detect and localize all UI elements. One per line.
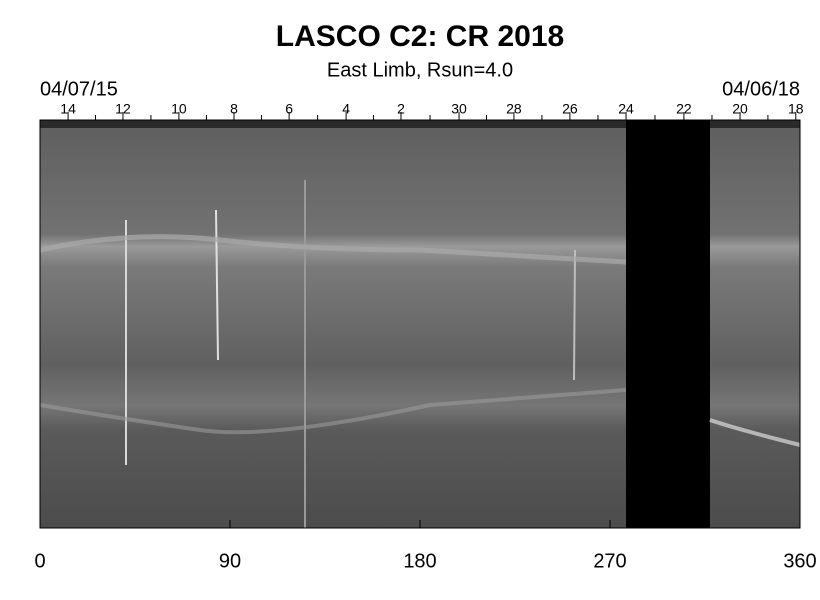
- top-tick-label: 12: [115, 101, 131, 117]
- x-tick-label: 360: [783, 550, 816, 572]
- top-tick-label: 10: [171, 101, 187, 117]
- top-tick-label: 4: [342, 101, 350, 117]
- top-tick-label: 26: [562, 101, 578, 117]
- chart-title: LASCO C2: CR 2018: [276, 20, 564, 53]
- top-tick-label: 14: [60, 101, 76, 117]
- synoptic-map: [39, 120, 801, 528]
- top-tick-label: 2: [397, 101, 405, 117]
- top-tick-label: 30: [451, 101, 467, 117]
- top-tick-label: 8: [230, 101, 238, 117]
- x-tick-label: 270: [593, 550, 626, 572]
- x-tick-label: 180: [403, 550, 436, 572]
- x-tick-label: 0: [34, 550, 45, 572]
- top-tick-label: 20: [732, 101, 748, 117]
- chart-subtitle: East Limb, Rsun=4.0: [327, 59, 513, 81]
- top-tick-label: 24: [618, 101, 634, 117]
- end-date: 04/06/18: [722, 78, 800, 100]
- start-date: 04/07/15: [40, 78, 118, 100]
- x-tick-label: 90: [219, 550, 241, 572]
- top-tick-label: 22: [676, 101, 692, 117]
- top-tick-label: 6: [285, 101, 293, 117]
- top-tick-label: 18: [788, 101, 804, 117]
- top-tick-label: 28: [506, 101, 522, 117]
